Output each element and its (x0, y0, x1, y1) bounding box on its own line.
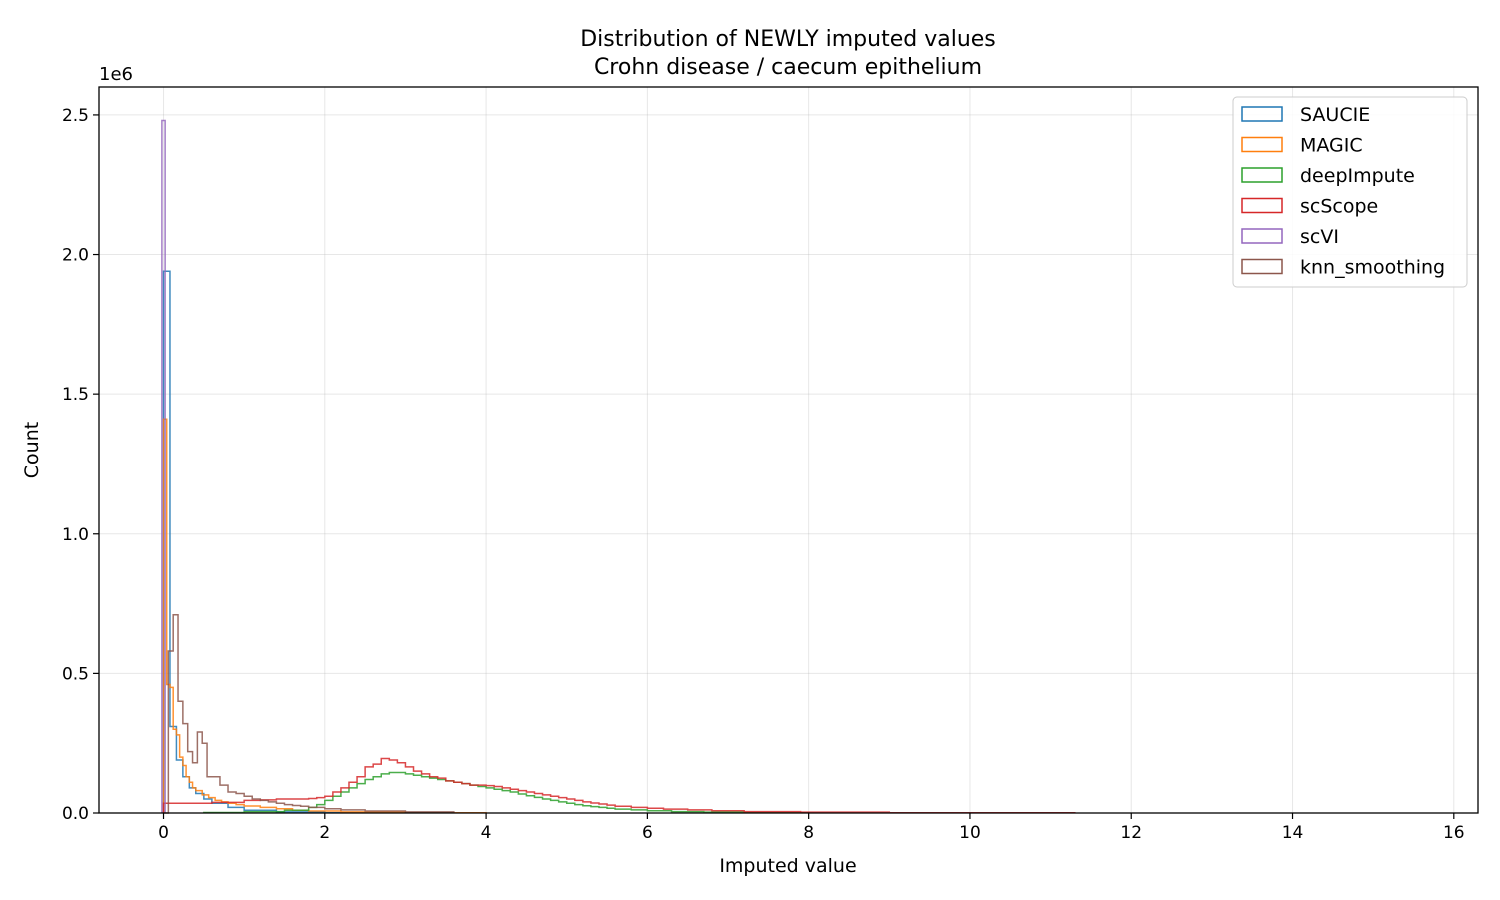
y-tick-label: 1.5 (62, 385, 89, 405)
x-axis: 0 2 4 6 8 10 12 14 16 (158, 813, 1465, 843)
x-tick-label: 6 (642, 823, 653, 843)
legend: SAUCIE MAGIC deepImpute scScope scVI knn_smoo… (1232, 96, 1468, 288)
y-tick-label: 2.0 (62, 246, 89, 266)
legend-swatch-deepimpute (1241, 167, 1283, 183)
x-tick-label: 14 (1282, 823, 1304, 843)
y-tick-label: 0.0 (62, 804, 89, 824)
legend-label-scscope: scScope (1300, 196, 1378, 218)
y-tick-label: 0.5 (62, 664, 89, 684)
legend-swatch-magic (1241, 136, 1283, 153)
y-tick-label: 1.0 (62, 525, 89, 545)
series-layer (161, 119, 1076, 814)
series-scvi-histogram (161, 119, 166, 813)
legend-label-knn-smoothing: knn_smoothing (1300, 257, 1445, 279)
legend-swatch-knn-smoothing (1241, 258, 1283, 275)
chart-title: Distribution of NEWLY imputed values (580, 27, 996, 52)
legend-label-scvi: scVI (1300, 226, 1339, 248)
series-scscope-histogram (162, 757, 1076, 814)
legend-label-saucie: SAUCIE (1300, 104, 1370, 126)
x-tick-label: 4 (481, 823, 492, 843)
legend-swatch-saucie (1241, 106, 1283, 122)
legend-label-magic: MAGIC (1300, 135, 1363, 157)
x-tick-label: 2 (319, 823, 330, 843)
y-offset-label: 1e6 (99, 64, 133, 85)
series-knn-smoothing-histogram (163, 614, 455, 814)
x-tick-label: 10 (959, 823, 981, 843)
x-axis-label: Imputed value (719, 855, 856, 877)
x-tick-label: 8 (803, 823, 814, 843)
x-tick-label: 12 (1120, 823, 1142, 843)
legend-label-deepimpute: deepImpute (1300, 165, 1415, 187)
x-tick-label: 0 (158, 823, 169, 843)
legend-swatch-scvi (1241, 228, 1283, 244)
y-tick-label: 2.5 (62, 106, 89, 126)
plot-frame (98, 86, 1479, 814)
x-tick-label: 16 (1443, 823, 1465, 843)
y-axis-label: Count (21, 422, 43, 478)
chart-subtitle: Crohn disease / caecum epithelium (594, 55, 982, 80)
legend-frame (1232, 96, 1468, 288)
y-axis: 0.0 0.5 1.0 1.5 2.0 2.5 (62, 106, 99, 824)
legend-swatch-scscope (1241, 197, 1283, 214)
